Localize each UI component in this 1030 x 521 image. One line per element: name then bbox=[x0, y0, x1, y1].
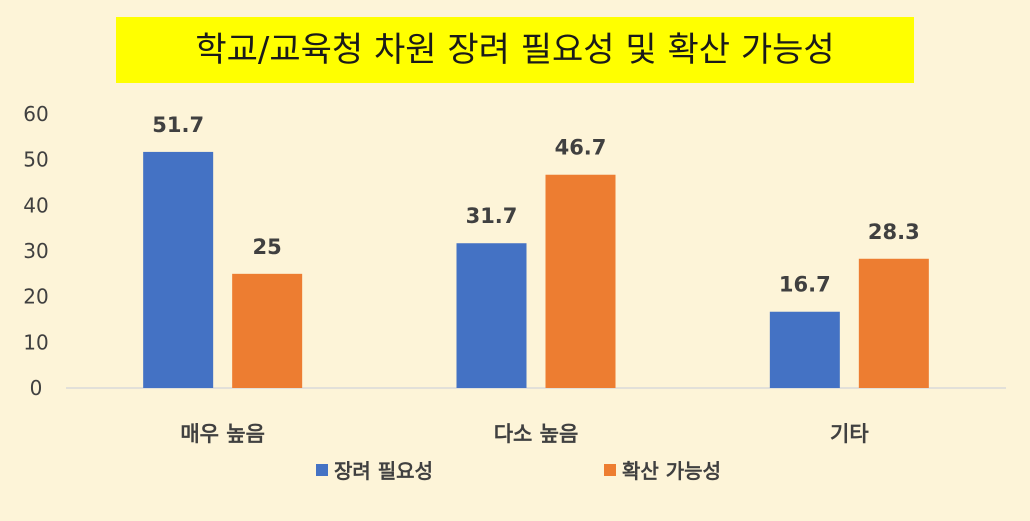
data-label: 46.7 bbox=[555, 136, 607, 160]
y-axis: 0 10 20 30 40 50 60 bbox=[23, 102, 48, 400]
data-label: 25 bbox=[253, 235, 282, 259]
chart-title: 학교/교육청 차원 장려 필요성 및 확산 가능성 bbox=[195, 30, 834, 70]
legend-label: 장려 필요성 bbox=[334, 459, 433, 483]
legend-label: 확산 가능성 bbox=[622, 459, 721, 483]
y-tick-label: 60 bbox=[23, 102, 48, 126]
y-tick-label: 20 bbox=[23, 285, 48, 309]
data-label: 51.7 bbox=[152, 113, 204, 137]
category-labels: 매우 높음 다소 높음 기타 bbox=[180, 422, 869, 446]
y-tick-label: 30 bbox=[23, 239, 48, 263]
y-tick-label: 0 bbox=[30, 376, 43, 400]
legend-swatch bbox=[604, 464, 616, 476]
data-label: 16.7 bbox=[779, 273, 831, 297]
legend-swatch bbox=[316, 464, 328, 476]
y-tick-label: 50 bbox=[23, 148, 48, 172]
category-label: 기타 bbox=[830, 422, 869, 446]
legend: 장려 필요성 확산 가능성 bbox=[316, 459, 721, 483]
bar-need bbox=[143, 151, 214, 388]
data-label: 31.7 bbox=[466, 204, 518, 228]
bar-spread bbox=[232, 273, 303, 388]
y-tick-label: 10 bbox=[23, 330, 48, 354]
category-label: 다소 높음 bbox=[494, 422, 579, 446]
category-label: 매우 높음 bbox=[180, 422, 265, 446]
chart-title-highlight bbox=[116, 17, 914, 83]
data-label: 28.3 bbox=[868, 220, 920, 244]
bar-spread bbox=[858, 258, 929, 388]
bar-need bbox=[456, 243, 527, 388]
bar-need bbox=[769, 311, 840, 388]
bar-spread bbox=[545, 174, 616, 388]
y-tick-label: 40 bbox=[23, 193, 48, 217]
bars bbox=[143, 151, 929, 388]
data-labels: 51.7 25 31.7 46.7 16.7 28.3 bbox=[152, 113, 919, 297]
